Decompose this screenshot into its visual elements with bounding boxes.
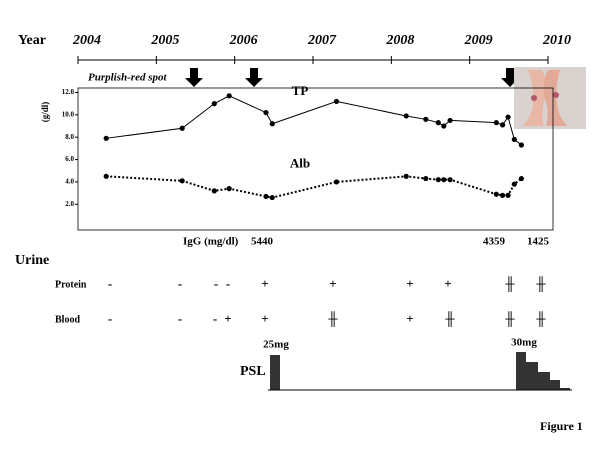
igg-value: 5440 [251, 236, 274, 248]
urine-mark: ╫ [535, 276, 546, 292]
x-tick-label: 2010 [542, 33, 571, 48]
x-tick-label: 2007 [307, 33, 337, 48]
point [499, 122, 506, 128]
arrow [185, 68, 203, 87]
series-line [106, 95, 522, 146]
x-tick-label: 2004 [72, 33, 101, 48]
urine-mark: + [444, 276, 451, 291]
plot-frame [77, 87, 554, 231]
point [333, 179, 340, 185]
point [505, 192, 511, 198]
point [518, 175, 524, 182]
x-axis-title: Year [18, 33, 46, 48]
point [179, 178, 185, 184]
point [493, 120, 499, 126]
spot [553, 92, 559, 98]
y-tick-label: 12.0 [62, 88, 75, 96]
urine-mark: ╫ [535, 311, 546, 327]
urine-mark: + [261, 276, 268, 291]
y-tick-label: 2.0 [65, 200, 74, 208]
igg-value: 1425 [527, 236, 550, 248]
psl-dose: 30mg [511, 337, 537, 349]
urine-mark: ╫ [504, 276, 515, 292]
urine-row-label: Blood [55, 314, 80, 325]
point [269, 194, 275, 201]
point [505, 114, 511, 120]
y-tick-label: 8.0 [65, 133, 74, 141]
point [447, 117, 453, 124]
point [435, 177, 441, 183]
point [103, 135, 109, 141]
point [263, 193, 269, 200]
urine-title: Urine [15, 253, 49, 268]
y-tick-label: 6.0 [65, 155, 74, 163]
point [435, 120, 441, 126]
point [103, 173, 109, 179]
series-label: Alb [290, 155, 310, 170]
point [518, 142, 524, 148]
point [511, 181, 517, 187]
point [493, 191, 499, 197]
caption: Figure 1 [540, 419, 583, 433]
urine-mark: ╫ [444, 311, 455, 327]
urine-mark: ╫ [504, 311, 515, 327]
point [403, 113, 409, 119]
point [423, 175, 429, 182]
point [179, 125, 185, 131]
point [447, 177, 453, 183]
point [269, 121, 275, 127]
psl-dose: 25mg [263, 339, 289, 351]
photo [514, 67, 586, 129]
urine-mark: ╫ [327, 311, 338, 327]
igg-label: IgG (mg/dl) [183, 236, 239, 248]
psl-bars [270, 352, 570, 390]
x-tick-label: 2008 [385, 33, 414, 48]
urine-mark: - [108, 311, 112, 326]
x-tick-label: 2009 [464, 33, 493, 48]
urine-mark: + [406, 311, 413, 326]
urine-mark: + [329, 276, 336, 291]
point [211, 101, 217, 107]
point [226, 93, 232, 99]
urine-mark: - [226, 276, 230, 291]
psl-bar [516, 352, 570, 390]
x-tick-label: 2006 [229, 33, 258, 48]
point [263, 109, 269, 116]
urine-row-label: Protein [55, 279, 87, 290]
point [511, 136, 517, 143]
urine-mark: + [224, 311, 231, 326]
urine-mark: + [406, 276, 413, 291]
urine-mark: - [214, 276, 218, 291]
arrows [185, 68, 519, 87]
arrow [245, 68, 263, 87]
psl-label: PSL [240, 364, 266, 379]
point [211, 188, 217, 194]
point [441, 123, 447, 129]
point [403, 173, 409, 179]
psl-bar [270, 355, 280, 390]
urine-mark: - [213, 311, 217, 326]
igg-value: 4359 [483, 236, 506, 248]
y-axis-title: (g/dl) [40, 102, 50, 123]
foot [543, 70, 568, 126]
point [333, 98, 340, 105]
urine-mark: - [178, 276, 182, 291]
spot [531, 95, 537, 101]
annotation: Purplish-red spot [88, 72, 167, 84]
y-tick-label: 10.0 [62, 110, 75, 118]
point [226, 186, 232, 192]
point [423, 116, 429, 122]
y-tick-label: 4.0 [65, 178, 74, 186]
point [441, 177, 447, 183]
urine-mark: - [108, 276, 112, 291]
series-line [106, 175, 522, 199]
x-tick-label: 2005 [150, 33, 179, 48]
urine-mark: - [178, 311, 182, 326]
series-label: TP [292, 83, 309, 98]
point [499, 192, 506, 198]
urine-mark: + [261, 311, 268, 326]
